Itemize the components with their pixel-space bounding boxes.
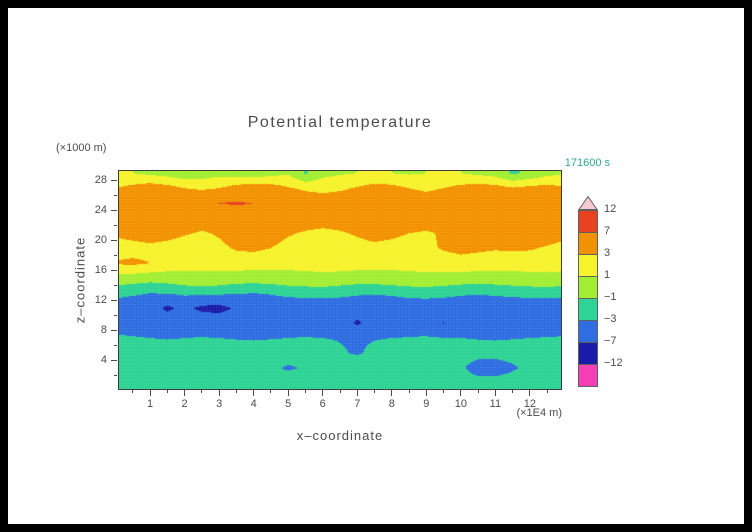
y-tick-minor bbox=[114, 345, 117, 347]
y-tick-major bbox=[111, 180, 117, 182]
colorbar-segment bbox=[578, 298, 598, 321]
x-tick-label: 2 bbox=[181, 398, 188, 410]
y-tick-minor bbox=[114, 375, 117, 376]
x-tick-minor bbox=[132, 390, 134, 393]
y-tick-minor bbox=[114, 285, 117, 287]
y-tick-label: 20 bbox=[94, 234, 107, 247]
x-tick-major bbox=[253, 390, 255, 396]
x-tick-minor bbox=[408, 390, 410, 393]
x-axis-unit-label: (×1E4 m) bbox=[516, 407, 562, 419]
x-tick-minor bbox=[546, 390, 548, 393]
colorbar-tick-label: −7 bbox=[604, 335, 617, 347]
x-tick-major bbox=[356, 390, 358, 396]
y-tick-label: 28 bbox=[94, 174, 107, 187]
y-tick-label: 4 bbox=[100, 354, 107, 367]
colorbar: 12 7 3 1 −1 −3 −7 −12 bbox=[578, 196, 640, 401]
plot-title: Potential temperature bbox=[247, 114, 433, 131]
x-tick-label: 6 bbox=[319, 398, 326, 410]
x-tick-minor bbox=[304, 390, 306, 393]
x-tick-major bbox=[425, 390, 427, 396]
colorbar-tick-label: 7 bbox=[604, 225, 611, 237]
x-tick-minor bbox=[374, 390, 376, 393]
x-tick-major bbox=[149, 390, 151, 396]
colorbar-segment bbox=[578, 210, 598, 233]
contour-plot-canvas bbox=[118, 170, 562, 390]
y-axis-unit-label: (×1000 m) bbox=[56, 142, 107, 154]
colorbar-tick-label: −3 bbox=[604, 313, 617, 325]
colorbar-segment bbox=[578, 320, 598, 343]
x-tick-label: 1 bbox=[147, 398, 154, 410]
y-axis-title: z–coordinate bbox=[72, 236, 88, 324]
colorbar-tick-label: 3 bbox=[604, 247, 611, 259]
x-tick-label: 3 bbox=[216, 398, 223, 410]
colorbar-segment bbox=[578, 364, 598, 387]
x-tick-label: 8 bbox=[388, 398, 395, 410]
colorbar-over-arrow-icon bbox=[578, 196, 598, 210]
timestamp-label: 171600 s bbox=[564, 157, 610, 169]
colorbar-segment bbox=[578, 276, 598, 299]
y-tick-major bbox=[111, 300, 117, 302]
x-tick-minor bbox=[512, 390, 514, 393]
colorbar-tick-label: −12 bbox=[604, 357, 623, 369]
colorbar-tick-label: 1 bbox=[604, 269, 611, 281]
y-tick-major bbox=[111, 270, 117, 272]
y-tick-label: 24 bbox=[94, 204, 107, 217]
y-tick-label: 12 bbox=[94, 294, 107, 307]
x-tick-label: 12 bbox=[523, 398, 537, 410]
y-tick-label: 16 bbox=[94, 264, 107, 277]
x-tick-label: 10 bbox=[454, 398, 467, 410]
y-tick-major bbox=[111, 210, 117, 212]
colorbar-segment bbox=[578, 254, 598, 277]
x-tick-major bbox=[460, 390, 462, 396]
x-tick-minor bbox=[166, 390, 168, 393]
colorbar-tick-label: 12 bbox=[604, 203, 617, 215]
x-axis-title: x–coordinate bbox=[296, 428, 384, 443]
x-tick-minor bbox=[443, 390, 445, 393]
x-tick-label: 5 bbox=[285, 398, 292, 410]
x-tick-label: 4 bbox=[250, 398, 257, 410]
x-tick-major bbox=[184, 390, 186, 396]
y-tick-minor bbox=[114, 225, 117, 227]
x-tick-major bbox=[529, 390, 531, 396]
x-tick-minor bbox=[235, 390, 237, 393]
y-tick-major bbox=[111, 240, 117, 242]
x-tick-minor bbox=[477, 390, 479, 393]
x-tick-label: 11 bbox=[489, 398, 502, 410]
x-tick-major bbox=[218, 390, 220, 396]
x-tick-major bbox=[391, 390, 393, 396]
x-tick-minor bbox=[339, 390, 341, 393]
colorbar-tick-label: −1 bbox=[604, 291, 617, 303]
y-tick-minor bbox=[114, 255, 117, 257]
y-tick-major bbox=[111, 360, 117, 362]
y-tick-minor bbox=[114, 195, 117, 197]
x-tick-label: 7 bbox=[354, 398, 361, 410]
x-tick-major bbox=[494, 390, 496, 396]
colorbar-segment bbox=[578, 342, 598, 365]
x-tick-major bbox=[287, 390, 289, 396]
colorbar-segment bbox=[578, 232, 598, 255]
x-tick-minor bbox=[270, 390, 272, 393]
x-tick-major bbox=[322, 390, 324, 396]
y-tick-minor bbox=[114, 315, 117, 317]
plot-page: Potential temperature (×1000 m) 171600 s… bbox=[8, 8, 744, 524]
y-tick-major bbox=[111, 330, 117, 332]
x-tick-label: 9 bbox=[423, 398, 430, 410]
y-tick-label: 8 bbox=[100, 324, 107, 337]
x-tick-minor bbox=[201, 390, 203, 393]
